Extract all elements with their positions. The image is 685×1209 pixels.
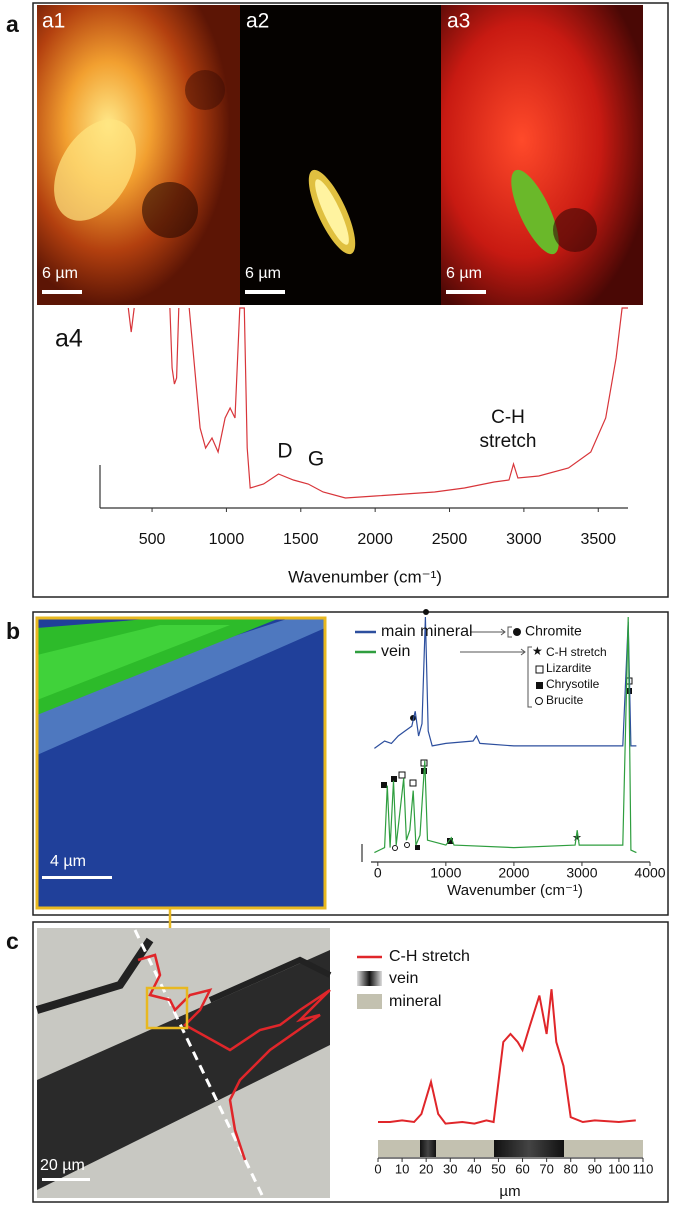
image-a2: [240, 5, 441, 305]
assignment-label: Lizardite: [546, 661, 592, 675]
assignment-label: Chromite: [525, 623, 582, 639]
annotation: G: [308, 448, 324, 471]
plot-area: [374, 616, 637, 854]
annotation: C-H: [491, 407, 525, 428]
legend-label: vein: [381, 643, 410, 660]
vein-segment: [420, 1140, 436, 1157]
scale-bar-label: 4 µm: [50, 853, 86, 870]
spectrum-line: [378, 989, 636, 1125]
legend-label: mineral: [389, 993, 441, 1010]
spectrum-line: [374, 616, 637, 749]
legend-label: C-H stretch: [389, 948, 470, 965]
x-tick-label: 40: [467, 1161, 481, 1176]
spectrum-line: [374, 616, 637, 854]
x-tick-label: 0: [374, 865, 382, 881]
scale-bar-label: 6 µm: [245, 265, 281, 282]
svg-text:★: ★: [532, 644, 543, 658]
image-label: a3: [447, 10, 470, 33]
annotation: D: [277, 440, 292, 463]
svg-text:★: ★: [572, 832, 582, 844]
x-tick-label: 100: [608, 1161, 630, 1176]
legend-swatch: [357, 971, 382, 986]
x-tick-label: 50: [491, 1161, 505, 1176]
panel-sub-label: a4: [55, 325, 83, 353]
image-label: a1: [42, 10, 65, 33]
image-c: [35, 928, 332, 1198]
panel-frame: [32, 921, 669, 1203]
x-tick-label: 4000: [634, 865, 665, 881]
scale-bar-label: 20 µm: [40, 1157, 85, 1174]
panel-frame: [32, 2, 669, 598]
assignment-label: Brucite: [546, 693, 584, 707]
legend-swatch: [357, 994, 382, 1009]
x-tick-label: 3500: [580, 531, 616, 548]
scale-bar-label: 6 µm: [446, 265, 482, 282]
x-tick-label: 1000: [430, 865, 461, 881]
x-tick-label: 10: [395, 1161, 409, 1176]
x-tick-label: 2500: [432, 531, 468, 548]
x-tick-label: 20: [419, 1161, 433, 1176]
x-tick-label: 3000: [506, 531, 542, 548]
panel-label: b: [6, 618, 20, 644]
x-tick-label: 0: [374, 1161, 381, 1176]
panel-label: a: [6, 11, 19, 37]
panel-frame: [32, 611, 669, 916]
spectrum-line: [127, 307, 628, 499]
legend-label: main mineral: [381, 623, 473, 640]
x-tick-label: 70: [539, 1161, 553, 1176]
legend-label: vein: [389, 970, 418, 987]
x-tick-label: 110: [633, 1161, 654, 1176]
plot-area: [127, 307, 628, 499]
scale-bar: [245, 290, 285, 294]
scale-bar: [42, 876, 112, 879]
x-axis-title: Wavenumber (cm⁻¹): [447, 882, 583, 899]
legend-arrows: [460, 626, 532, 708]
x-axis-title: µm: [499, 1183, 520, 1200]
assignment-label: Chrysotile: [546, 677, 600, 691]
x-tick-label: 1000: [209, 531, 245, 548]
x-tick-label: 80: [563, 1161, 577, 1176]
image-a1: [37, 5, 240, 305]
vein-segment: [494, 1140, 564, 1157]
scale-bar-label: 6 µm: [42, 265, 78, 282]
image-label: a2: [246, 10, 269, 33]
assignment-label: C-H stretch: [546, 645, 607, 659]
x-tick-label: 2000: [357, 531, 393, 548]
x-tick-label: 3000: [566, 865, 597, 881]
plot-area: [378, 989, 636, 1125]
image-b: [35, 616, 327, 910]
x-tick-label: 500: [139, 531, 166, 548]
scale-bar: [42, 1178, 90, 1181]
x-tick-label: 90: [588, 1161, 602, 1176]
image-a3: [441, 5, 643, 305]
scale-bar: [446, 290, 486, 294]
x-tick-label: 1500: [283, 531, 319, 548]
x-tick-label: 2000: [498, 865, 529, 881]
panel-label: c: [6, 928, 19, 954]
x-axis-title: Wavenumber (cm⁻¹): [288, 567, 442, 586]
x-tick-label: 60: [515, 1161, 529, 1176]
annotation: stretch: [479, 431, 536, 452]
x-tick-label: 30: [443, 1161, 457, 1176]
scale-bar: [42, 290, 82, 294]
